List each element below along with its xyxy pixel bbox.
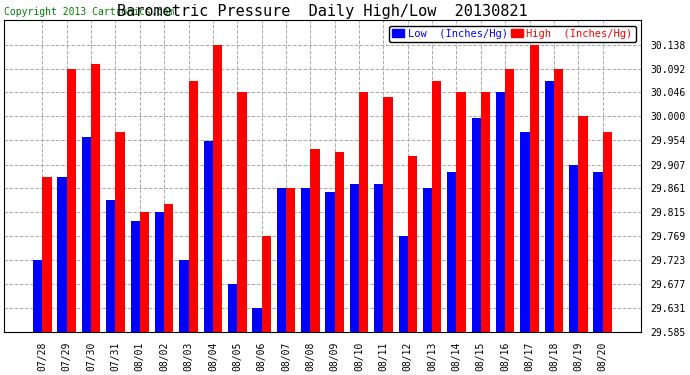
Bar bbox=[115, 132, 125, 332]
Bar bbox=[496, 93, 505, 332]
Bar bbox=[204, 141, 213, 332]
Bar bbox=[544, 81, 554, 332]
Bar bbox=[179, 260, 188, 332]
Bar bbox=[569, 165, 578, 332]
Bar bbox=[530, 45, 539, 332]
Bar bbox=[578, 116, 588, 332]
Bar bbox=[520, 132, 530, 332]
Bar bbox=[253, 308, 262, 332]
Legend: Low  (Inches/Hg), High  (Inches/Hg): Low (Inches/Hg), High (Inches/Hg) bbox=[388, 26, 635, 42]
Bar bbox=[33, 260, 42, 332]
Bar bbox=[237, 93, 246, 332]
Bar bbox=[140, 212, 149, 332]
Bar bbox=[310, 148, 319, 332]
Bar bbox=[350, 184, 359, 332]
Bar bbox=[42, 177, 52, 332]
Bar bbox=[91, 64, 100, 332]
Bar bbox=[602, 132, 612, 332]
Bar bbox=[423, 189, 432, 332]
Bar bbox=[164, 204, 173, 332]
Bar bbox=[67, 69, 76, 332]
Bar bbox=[374, 184, 384, 332]
Bar bbox=[399, 236, 408, 332]
Bar bbox=[188, 81, 198, 332]
Bar bbox=[408, 156, 417, 332]
Text: Copyright 2013 Cartronics.com: Copyright 2013 Cartronics.com bbox=[4, 7, 175, 17]
Bar bbox=[277, 189, 286, 332]
Bar bbox=[155, 212, 164, 332]
Bar bbox=[481, 93, 490, 332]
Bar bbox=[301, 189, 310, 332]
Bar bbox=[213, 45, 222, 332]
Bar bbox=[326, 192, 335, 332]
Bar bbox=[262, 236, 271, 332]
Bar bbox=[106, 200, 115, 332]
Bar bbox=[457, 93, 466, 332]
Bar bbox=[82, 137, 91, 332]
Bar bbox=[471, 118, 481, 332]
Bar bbox=[554, 69, 563, 332]
Bar bbox=[286, 189, 295, 332]
Title: Barometric Pressure  Daily High/Low  20130821: Barometric Pressure Daily High/Low 20130… bbox=[117, 4, 528, 19]
Bar bbox=[384, 97, 393, 332]
Bar bbox=[228, 284, 237, 332]
Bar bbox=[447, 172, 457, 332]
Bar bbox=[335, 152, 344, 332]
Bar bbox=[57, 177, 67, 332]
Bar bbox=[359, 93, 368, 332]
Bar bbox=[505, 69, 515, 332]
Bar bbox=[130, 220, 140, 332]
Bar bbox=[593, 172, 602, 332]
Bar bbox=[432, 81, 442, 332]
